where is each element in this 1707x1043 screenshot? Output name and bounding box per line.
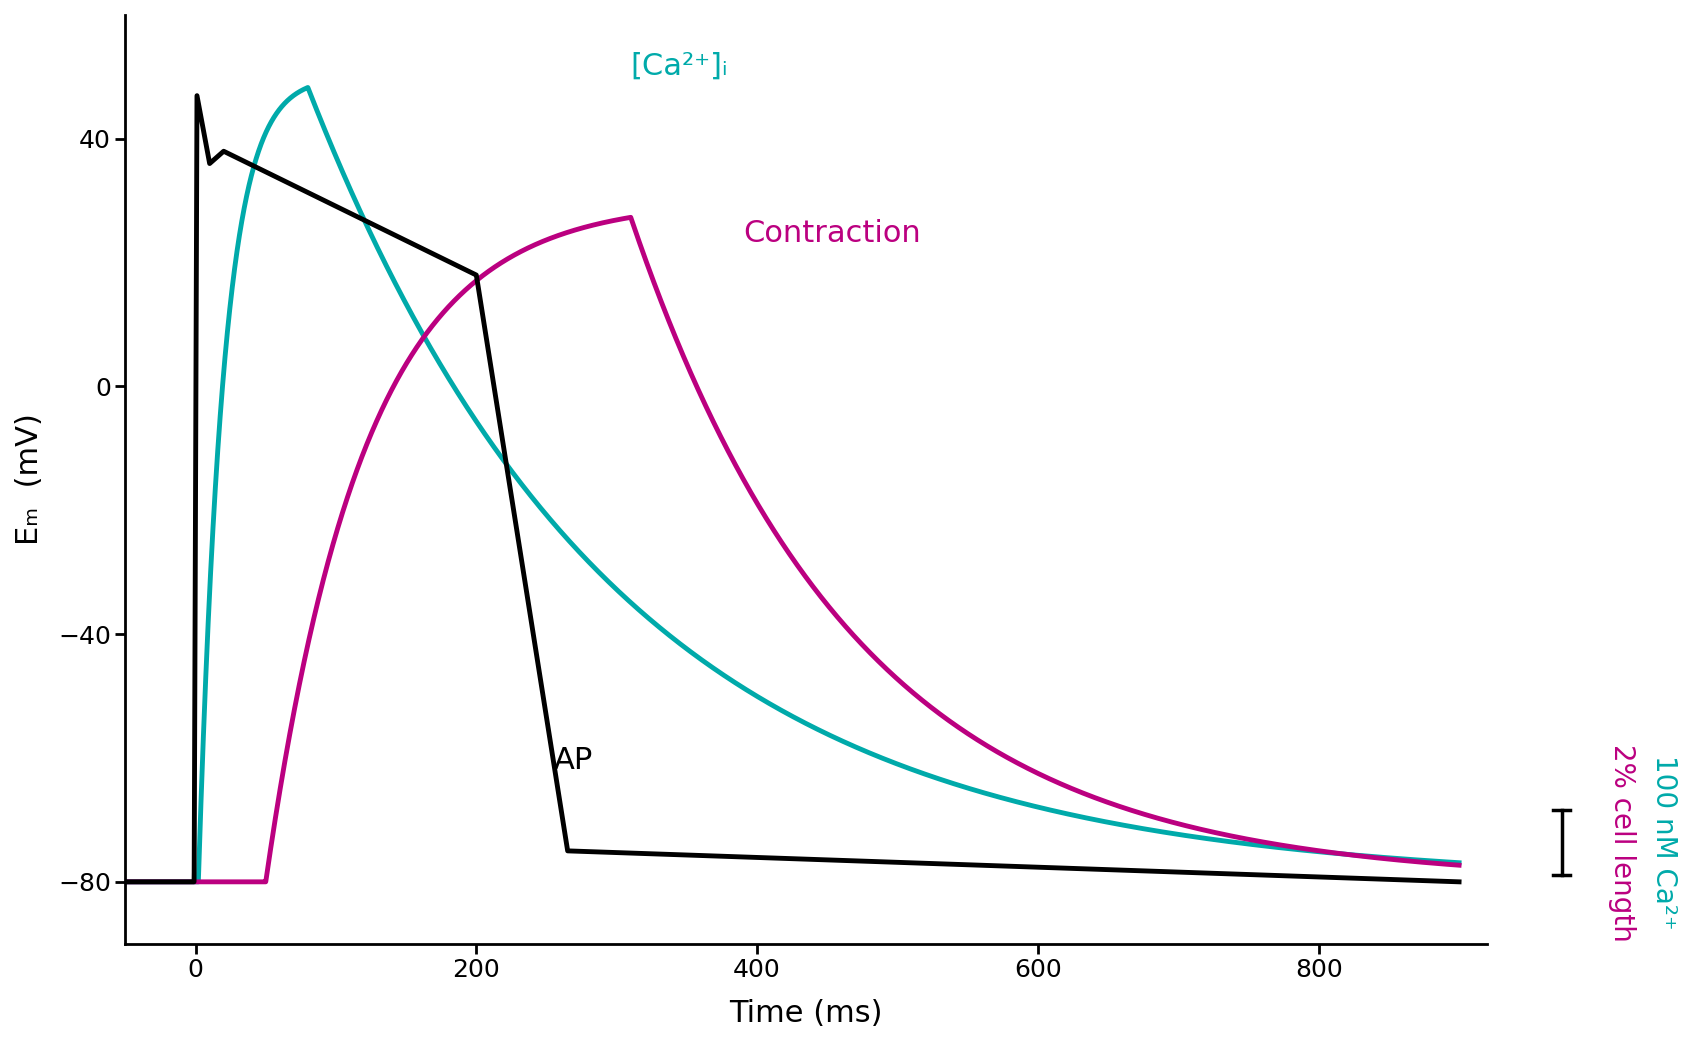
Text: 100 nM Ca²⁺: 100 nM Ca²⁺: [1651, 755, 1678, 930]
Text: [Ca²⁺]ᵢ: [Ca²⁺]ᵢ: [632, 52, 729, 81]
Text: 2% cell length: 2% cell length: [1608, 744, 1635, 942]
X-axis label: Time (ms): Time (ms): [729, 999, 883, 1028]
Text: AP: AP: [553, 746, 592, 775]
Y-axis label: Eₘ  (mV): Eₘ (mV): [15, 413, 44, 545]
Text: Contraction: Contraction: [743, 219, 920, 248]
